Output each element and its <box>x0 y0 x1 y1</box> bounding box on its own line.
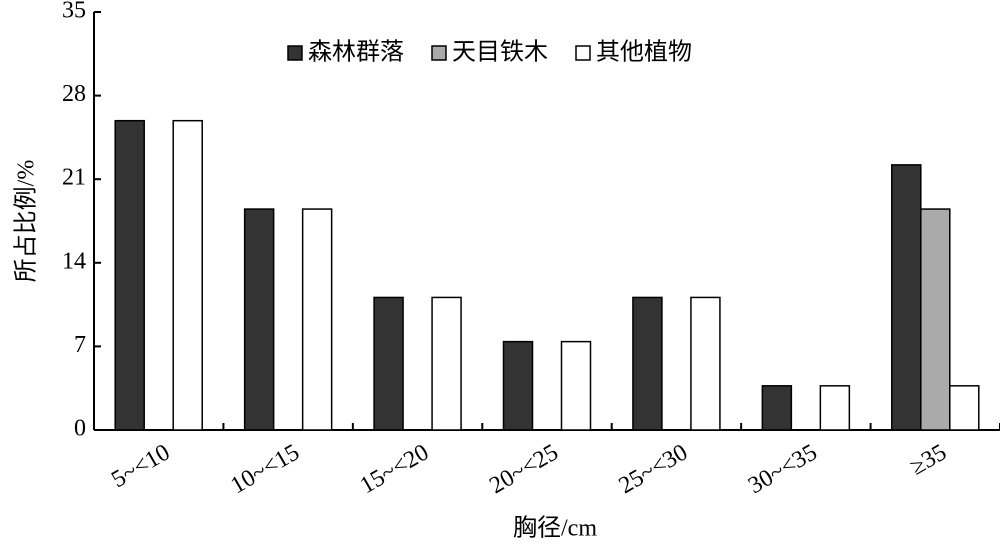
x-axis-label: 胸径/cm <box>513 515 597 542</box>
y-tick-label: 7 <box>74 332 86 358</box>
legend-label: 其他植物 <box>596 39 692 66</box>
bar <box>114 119 145 431</box>
bar <box>949 385 980 431</box>
y-tick-label: 21 <box>62 165 86 191</box>
bar <box>690 296 721 431</box>
y-tick-label: 28 <box>62 81 86 107</box>
legend-swatch <box>287 45 303 61</box>
bar <box>632 296 663 431</box>
bar <box>761 385 793 431</box>
y-tick-label: 14 <box>62 248 86 274</box>
x-tick-label: 25~<30 <box>615 439 693 499</box>
x-tick-label: ≥35 <box>906 439 951 480</box>
bar <box>920 208 951 431</box>
bar <box>301 208 333 431</box>
bar <box>243 208 275 431</box>
bar <box>819 385 851 431</box>
bar <box>560 340 592 431</box>
bar <box>891 164 922 431</box>
x-tick-label: 10~<15 <box>226 439 304 499</box>
bar <box>431 296 462 431</box>
bar <box>373 296 404 431</box>
y-tick-label: 0 <box>74 416 86 442</box>
x-tick-label: 20~<25 <box>485 439 563 499</box>
x-tick-label: 15~<20 <box>356 439 434 499</box>
bar <box>172 119 203 431</box>
legend-swatch <box>431 45 447 61</box>
legend-label: 天目铁木 <box>452 39 548 66</box>
y-tick-label: 35 <box>62 0 86 24</box>
legend-swatch <box>575 45 591 61</box>
x-tick-label: 5~<10 <box>107 439 174 493</box>
bar <box>502 340 534 431</box>
x-tick-label: 30~<35 <box>744 439 822 499</box>
y-axis-label: 所占比例/% <box>13 160 40 283</box>
legend-label: 森林群落 <box>308 39 404 66</box>
